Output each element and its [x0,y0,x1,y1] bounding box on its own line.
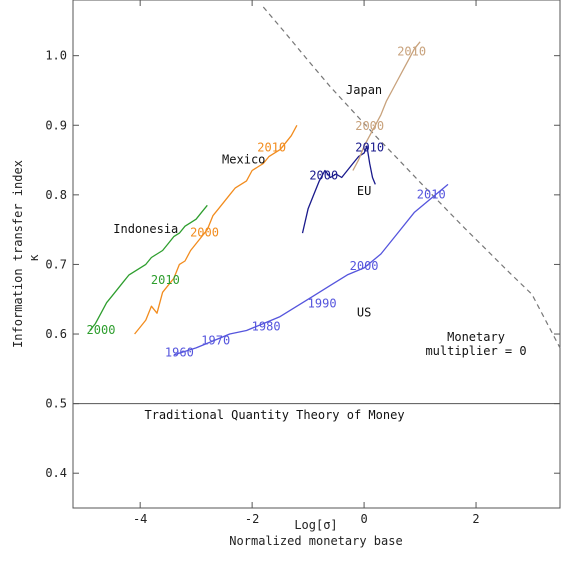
annotations: Japan Mexico Indonesia EU US Monetarymultipli… [87,45,527,422]
annotation-label: Indonesia [113,222,178,236]
annotation-label: Japan [346,83,382,97]
plot-frame [72,0,561,509]
series-line-mexico [134,124,298,335]
series-line-us [173,183,449,356]
year-label: 2000 [87,323,116,337]
year-label: 2000 [350,259,379,273]
y-tick-label: 0.6 [45,327,67,341]
x-tick-label: 0 [360,512,367,526]
y-tick-label: 0.9 [45,118,67,132]
y-axis-label: Information transfer index [11,160,25,348]
year-label: 2000 [355,119,384,133]
year-label: 2010 [257,141,286,155]
series-line-eu [301,145,376,234]
series-lines [89,41,449,356]
year-label: 2000 [309,169,338,183]
x-axis-label: Log[σ] [294,518,337,532]
annotation-label: multiplier = 0 [425,344,526,358]
axis-ticks: -4 -2 0 2 0.4 0.5 0.6 0.7 0.8 0.9 1.0 [45,0,560,526]
year-label: 1990 [308,297,337,311]
x-tick-label: -2 [245,512,259,526]
year-label: 1970 [201,333,230,347]
y-tick-label: 0.4 [45,466,67,480]
year-label: 2010 [417,187,446,201]
series-line-japan [352,41,421,171]
year-label: 1980 [252,320,281,334]
year-label: 2010 [397,45,426,59]
y-tick-label: 0.5 [45,397,67,411]
x-tick-label: 2 [472,512,479,526]
annotation-label: Mexico [222,153,265,167]
y-tick-label: 0.7 [45,257,67,271]
annotation-label: Monetary [447,330,505,344]
year-label: 2010 [355,141,384,155]
y-axis-sublabel: κ [27,254,41,262]
annotation-label: EU [357,184,371,198]
reference-lines [73,6,561,405]
year-label: 1960 [165,345,194,359]
reference-curve-1 [262,6,561,349]
series-line-indonesia [89,204,208,331]
annotation-label: Traditional Quantity Theory of Money [144,408,404,422]
x-tick-label: -4 [133,512,147,526]
y-tick-label: 1.0 [45,49,67,63]
year-label: 2000 [190,226,219,240]
y-tick-label: 0.8 [45,188,67,202]
year-label: 2010 [151,273,180,287]
annotation-label: US [357,306,371,320]
x-axis-sublabel: Normalized monetary base [229,534,402,548]
